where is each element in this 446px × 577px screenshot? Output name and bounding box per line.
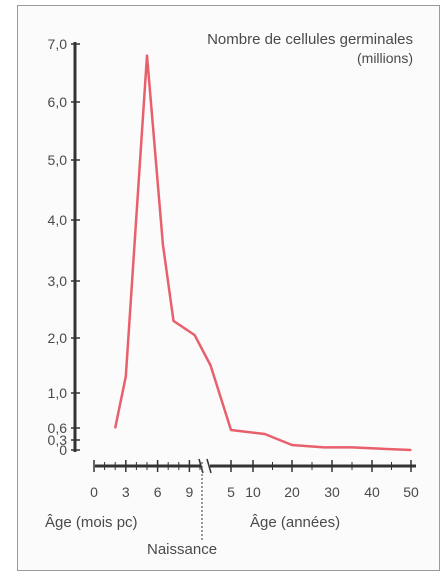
data-point xyxy=(193,334,196,336)
x-tick-label: 40 xyxy=(364,484,380,500)
y-tick-label: 1,0 xyxy=(48,385,68,401)
birth-label: Naissance xyxy=(147,541,217,558)
data-point xyxy=(172,320,175,322)
x-tick-label: 0 xyxy=(90,484,98,500)
series-layer xyxy=(113,54,412,452)
y-tick-label: 0 xyxy=(59,442,67,458)
series-line xyxy=(113,54,412,452)
data-point xyxy=(209,364,212,367)
y-tick-label: 0,6 xyxy=(48,420,68,436)
y-tick-label: 6,0 xyxy=(48,94,68,110)
data-point xyxy=(323,446,325,449)
y-tick-label: 7,0 xyxy=(48,36,68,52)
x-tick-label: 5 xyxy=(227,484,235,500)
x-tick-label: 3 xyxy=(122,484,130,500)
x-tick-label: 6 xyxy=(154,484,162,500)
data-point xyxy=(114,427,116,429)
axis-break-mark xyxy=(198,458,212,474)
data-point xyxy=(410,449,412,451)
y-axis-unit: (millions) xyxy=(357,50,413,66)
data-point xyxy=(379,447,381,450)
y-tick-label: 5,0 xyxy=(48,152,68,168)
data-point xyxy=(162,243,164,246)
data-point xyxy=(146,54,148,57)
y-tick-label: 4,0 xyxy=(48,212,68,228)
data-point xyxy=(351,446,353,449)
chart-title: Nombre de cellules germinales xyxy=(207,31,413,48)
x-tick-label: 50 xyxy=(403,484,419,500)
data-point xyxy=(230,429,232,431)
x-axis: 0 3 6 9 5 10 20 30 40 50 xyxy=(90,458,419,500)
x-axis-label-postnatal: Âge (années) xyxy=(250,514,340,531)
x-tick-label: 9 xyxy=(186,484,194,500)
figure-panel xyxy=(17,5,440,571)
x-axis-label-prenatal: Âge (mois pc) xyxy=(45,514,138,531)
data-point xyxy=(263,433,266,435)
x-tick-label: 20 xyxy=(284,484,300,500)
data-point xyxy=(125,375,127,378)
y-tick-label: 2,0 xyxy=(48,330,68,346)
data-point xyxy=(291,444,293,446)
y-axis: 7,0 6,0 5,0 4,0 3,0 2,0 1,0 0,60,30 xyxy=(48,36,80,458)
x-tick-label: 10 xyxy=(245,484,261,500)
y-tick-label: 0,3 xyxy=(48,432,68,448)
x-tick-label: 30 xyxy=(324,484,340,500)
y-tick-label: 3,0 xyxy=(48,273,68,289)
